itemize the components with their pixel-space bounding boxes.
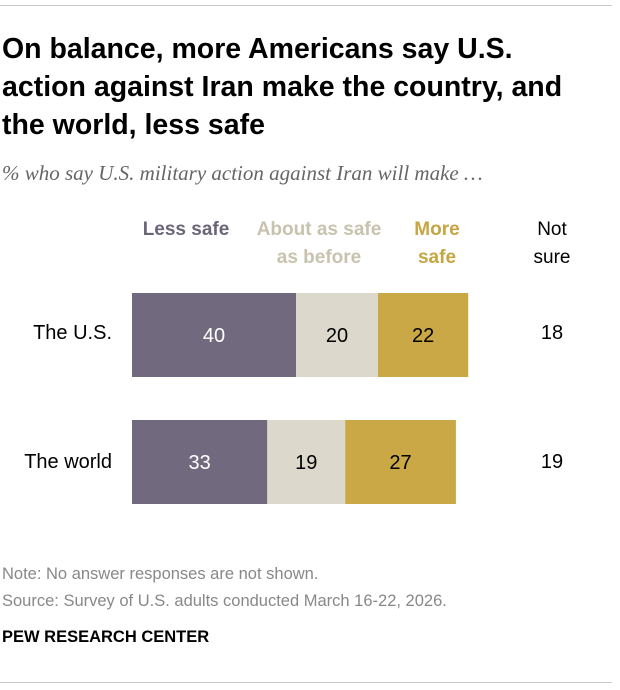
bar-less-safe-us — [132, 293, 296, 377]
bar-label-less-safe-world: 33 — [189, 452, 211, 474]
row-label-us: The U.S. — [33, 322, 112, 344]
chart-subtitle: % who say U.S. military action against I… — [2, 161, 483, 185]
bar-label-about-as-safe-world: 19 — [295, 452, 317, 474]
bar-about-as-safe-world — [267, 420, 346, 504]
bar-less-safe-world — [132, 420, 268, 504]
column-header-less-safe: Less safe — [142, 219, 230, 240]
bar-more-safe-world — [345, 420, 456, 504]
row-label-world: The world — [24, 451, 112, 473]
not-sure-value-world: 19 — [540, 451, 564, 473]
pew-research-center-logo-text: PEW RESEARCH CENTER — [2, 628, 210, 646]
chart-title: On balance, more Americans say U.S. acti… — [2, 33, 563, 141]
column-header-about-as-safe: About as safe as before — [256, 219, 382, 268]
bar-label-less-safe-us: 40 — [203, 325, 225, 347]
bottom-rule — [0, 682, 612, 683]
bar-label-more-safe-us: 22 — [412, 325, 434, 347]
top-rule — [0, 5, 612, 6]
column-header-not-sure: Not sure — [533, 219, 571, 268]
column-header-more-safe: More safe — [414, 219, 460, 268]
bar-label-more-safe-world: 27 — [389, 452, 411, 474]
footnote: Note: No answer responses are not shown. — [2, 565, 319, 583]
bar-about-as-safe-us — [296, 293, 378, 377]
bar-label-about-as-safe-us: 20 — [326, 325, 348, 347]
not-sure-value-us: 18 — [540, 322, 564, 344]
bar-more-safe-us — [378, 293, 469, 377]
source-line: Source: Survey of U.S. adults conducted … — [2, 592, 447, 610]
